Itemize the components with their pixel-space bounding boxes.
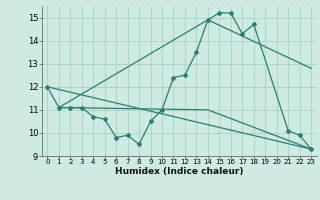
X-axis label: Humidex (Indice chaleur): Humidex (Indice chaleur)	[115, 167, 244, 176]
